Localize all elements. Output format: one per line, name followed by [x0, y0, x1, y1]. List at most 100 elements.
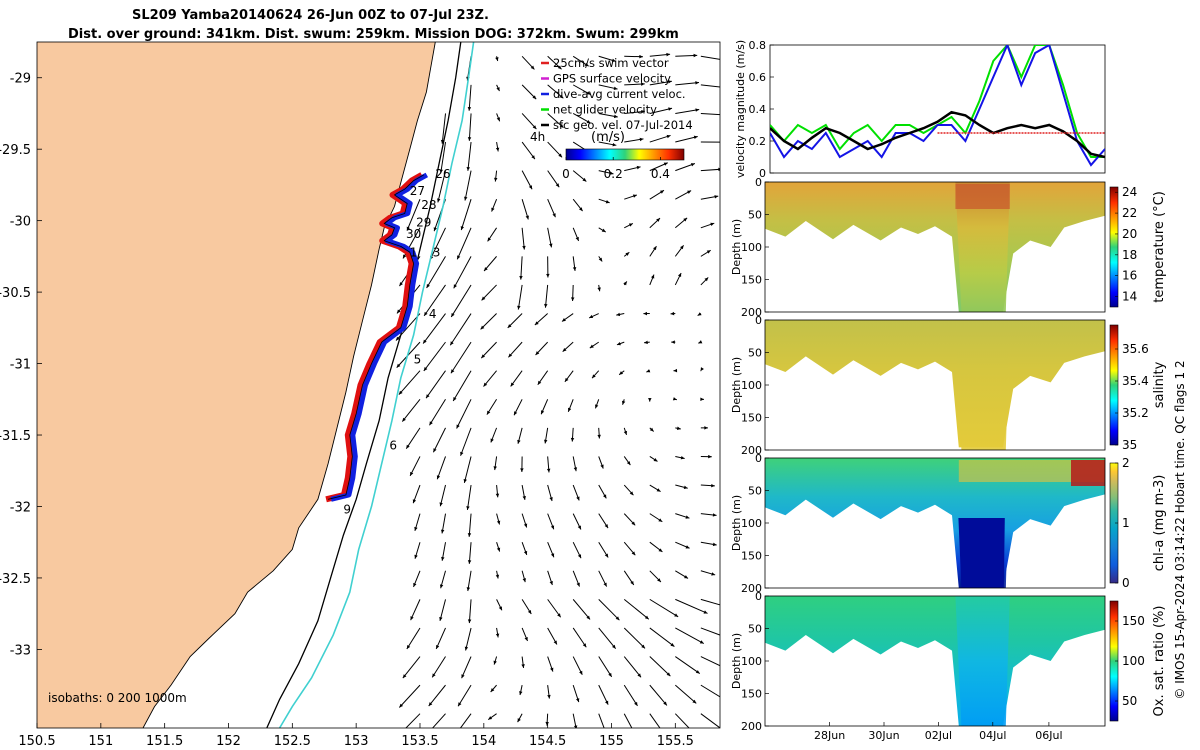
velocity-arrow [649, 189, 665, 200]
velocity-arrow [440, 513, 447, 534]
velocity-arrow [700, 367, 704, 372]
section-field [765, 320, 1105, 448]
velocity-panel: 0 0.2 0.4 0.6 0.8 velocity magnitude (m/s) [734, 39, 1106, 180]
velocity-arrow [570, 427, 575, 442]
svg-text:-31: -31 [10, 358, 31, 373]
velocity-arrow [543, 427, 549, 444]
day-label: 9 [343, 503, 351, 517]
velocity-arrow [562, 341, 574, 353]
velocity-arrow [572, 484, 580, 501]
day-label: 5 [414, 353, 422, 367]
velocity-arrow [401, 398, 421, 422]
velocity-arrow [481, 284, 497, 301]
section-y-tick: 100 [741, 379, 769, 392]
velocity-arrow [487, 713, 497, 721]
section-colorbar-label: chl-a (mg m-3) [1152, 475, 1167, 572]
velocity-arrow [616, 312, 625, 317]
velocity-arrow [540, 399, 549, 415]
velocity-arrow [598, 713, 605, 728]
svg-text:151: 151 [88, 734, 113, 749]
velocity-arrow [648, 397, 652, 402]
velocity-arrow [513, 399, 523, 416]
velocity-arrow [412, 484, 421, 504]
legend-entry: sfc geo. vel. 07-Jul-2014 [541, 118, 693, 132]
section-salinity: 0 50 100 150 200 Depth (m) 35 35.2 35.4 35.6salin… [730, 314, 1167, 457]
section-y-tick: 50 [748, 623, 769, 636]
velocity-arrow [675, 541, 690, 549]
velocity-y-tick: 0.8 [749, 39, 774, 52]
velocity-arrow [675, 570, 689, 579]
velocity-arrow [572, 656, 583, 675]
velocity-arrow [623, 684, 638, 707]
scale-label: 4h [530, 130, 545, 144]
velocity-arrow [517, 427, 523, 444]
velocity-arrow [623, 251, 630, 257]
velocity-arrow [598, 684, 609, 705]
svg-text:-29: -29 [10, 72, 31, 87]
section-colorbar-tick: 35.4 [1115, 374, 1149, 388]
section-y-tick: 150 [741, 412, 769, 425]
velocity-arrow [547, 599, 562, 618]
section-colorbar-tick: 16 [1115, 269, 1137, 283]
velocity-arrow [547, 513, 555, 530]
velocity-arrow [594, 399, 600, 409]
velocity-arrow [700, 222, 715, 229]
svg-text:35.2: 35.2 [1122, 406, 1149, 420]
velocity-arrow [649, 513, 663, 523]
surface-velocity-vectors [395, 52, 720, 728]
svg-text:net glider velocity: net glider velocity [553, 103, 657, 117]
velocity-arrow [700, 454, 712, 459]
svg-text:0: 0 [562, 167, 570, 181]
velocity-arrow [700, 598, 720, 606]
svg-text:04Jul: 04Jul [979, 729, 1006, 742]
velocity-arrow [495, 627, 500, 638]
svg-text:30Jun: 30Jun [868, 729, 899, 742]
velocity-arrow [402, 656, 421, 679]
velocity-arrow [700, 84, 720, 88]
svg-text:0: 0 [755, 590, 762, 603]
velocity-arrow [675, 81, 700, 86]
velocity-arrow [535, 341, 549, 356]
velocity-ylabel: velocity magnitude (m/s) [734, 40, 747, 178]
velocity-arrow [598, 570, 608, 587]
svg-text:GPS surface velocity: GPS surface velocity [553, 72, 671, 86]
velocity-arrow [521, 199, 529, 220]
svg-text:0.2: 0.2 [749, 135, 767, 148]
velocity-arrow [428, 684, 446, 707]
svg-text:0: 0 [755, 452, 762, 465]
velocity-arrow [521, 599, 532, 615]
velocity-arrow [649, 541, 663, 553]
velocity-arrow [547, 570, 553, 586]
velocity-arrow [572, 170, 587, 182]
section-chla: 0 50 100 150 200 Depth (m) 0 1 2 chl-a (mg m-3) [730, 452, 1167, 595]
section-colorbar [1109, 186, 1119, 308]
svg-text:50: 50 [748, 209, 762, 222]
velocity-arrow [460, 427, 472, 456]
map-y-tick: -30.5 [0, 286, 42, 301]
velocity-arrow [623, 627, 646, 649]
velocity-arrow [673, 368, 678, 373]
day-label: 26 [435, 167, 450, 181]
isobath-200m [266, 42, 462, 728]
velocity-arrow [649, 162, 668, 172]
velocity-arrow [547, 484, 553, 502]
velocity-arrow [508, 341, 523, 358]
map-legend: 25cm/s swim vector GPS surface velocitydi… [541, 56, 693, 132]
velocity-arrow [521, 484, 526, 500]
velocity-arrow [544, 284, 549, 308]
isobath-1000m [278, 42, 475, 728]
map-y-tick: -31 [10, 358, 42, 373]
section-y-tick: 100 [741, 241, 769, 254]
velocity-arrow [405, 427, 421, 449]
velocity-arrow [547, 141, 563, 158]
velocity-arrow [429, 399, 446, 426]
velocity-arrow [598, 227, 606, 233]
legend-entry: dive-avg current veloc. [541, 87, 686, 101]
velocity-arrow [675, 484, 688, 490]
velocity-arrow [572, 198, 583, 212]
velocity-arrow [623, 656, 642, 678]
velocity-arrow [598, 656, 613, 678]
velocity-arrow [547, 55, 562, 70]
velocity-arrow [598, 627, 617, 649]
